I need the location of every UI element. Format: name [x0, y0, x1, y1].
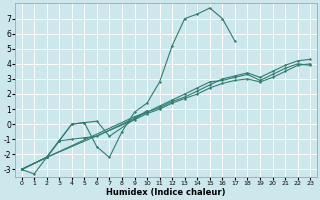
X-axis label: Humidex (Indice chaleur): Humidex (Indice chaleur)	[106, 188, 226, 197]
